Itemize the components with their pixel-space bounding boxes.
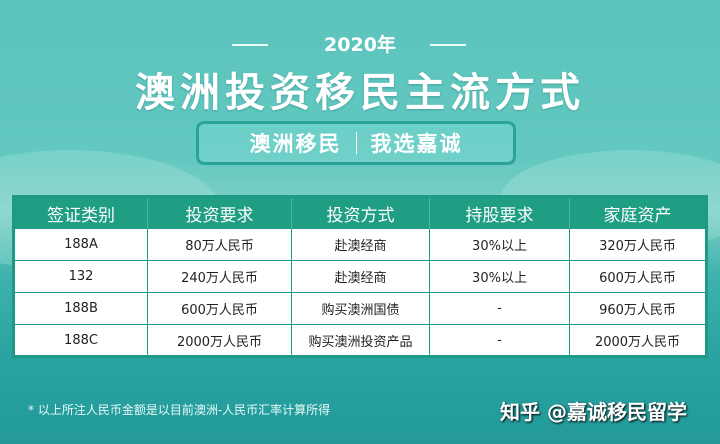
table-cell: 320万人民币 <box>569 228 707 261</box>
table-row: 188A 80万人民币 赴澳经商 30%以上 320万人民币 <box>13 228 707 261</box>
table-header-row: 签证类别 投资要求 投资方式 持股要求 家庭资产 <box>13 196 707 229</box>
slogan-separator <box>355 132 357 154</box>
table-cell: 240万人民币 <box>147 260 292 293</box>
column-header: 投资要求 <box>147 196 292 229</box>
table-cell: 132 <box>13 260 148 293</box>
table-row: 132 240万人民币 赴澳经商 30%以上 600万人民币 <box>13 260 707 293</box>
table-cell: 188B <box>13 292 148 325</box>
table-row: 188C 2000万人民币 购买澳洲投资产品 -2000万人民币 <box>13 324 707 357</box>
table-cell: 30%以上 <box>429 228 570 261</box>
footnote: * 以上所注人民币金额是以目前澳洲-人民币汇率计算所得 <box>28 403 331 417</box>
table-cell: 赴澳经商 <box>291 228 430 261</box>
divider-line <box>232 44 268 46</box>
table-row: 188B 600万人民币 购买澳洲国债 -960万人民币 <box>13 292 707 325</box>
table-cell: 600万人民币 <box>569 260 707 293</box>
table-cell: 188A <box>13 228 148 261</box>
table-cell: 188C <box>13 324 148 357</box>
table-cell: 2000万人民币 <box>569 324 707 357</box>
page-title: 澳洲投资移民主流方式 <box>135 70 585 116</box>
watermark: 知乎 @嘉诚移民留学 <box>500 400 687 424</box>
table-cell: 购买澳洲投资产品 <box>291 324 430 357</box>
year-label: 2020年 <box>324 34 396 56</box>
table-cell: - <box>429 292 570 325</box>
column-header: 签证类别 <box>13 196 148 229</box>
divider-line <box>430 44 466 46</box>
slogan-right: 我选嘉诚 <box>370 132 463 156</box>
table-cell: 30%以上 <box>429 260 570 293</box>
slogan-banner: 澳洲移民 我选嘉诚 <box>196 121 516 165</box>
table-cell: 赴澳经商 <box>291 260 430 293</box>
table-cell: 960万人民币 <box>569 292 707 325</box>
table-cell: 购买澳洲国债 <box>291 292 430 325</box>
column-header: 投资方式 <box>291 196 430 229</box>
column-header: 持股要求 <box>429 196 570 229</box>
table-cell: 600万人民币 <box>147 292 292 325</box>
investment-table: 签证类别 投资要求 投资方式 持股要求 家庭资产 188A 80万人民币 赴澳经商 3… <box>12 195 708 358</box>
table-cell: - <box>429 324 570 357</box>
slogan-left: 澳洲移民 <box>249 132 342 156</box>
table-cell: 2000万人民币 <box>147 324 292 357</box>
column-header: 家庭资产 <box>569 196 707 229</box>
table-cell: 80万人民币 <box>147 228 292 261</box>
